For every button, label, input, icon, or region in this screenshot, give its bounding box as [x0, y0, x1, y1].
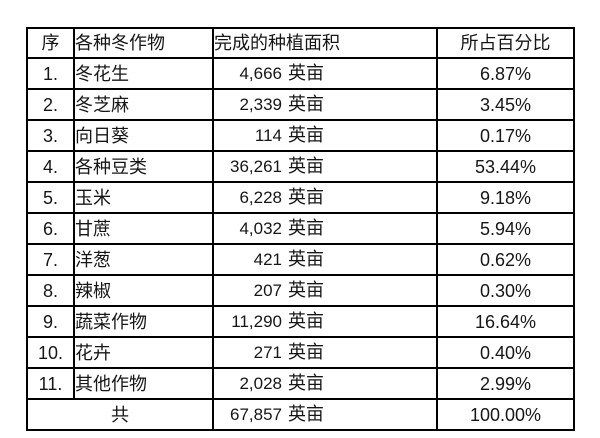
cell-serial: 8. [26, 274, 75, 307]
area-unit: 英亩 [288, 63, 324, 83]
area-value: 207 [253, 281, 282, 300]
cell-serial: 5. [26, 181, 75, 214]
cell-serial: 2. [26, 88, 75, 121]
cell-area: 4,666 英亩 [212, 57, 438, 90]
cell-crop: 冬花生 [73, 57, 214, 90]
cell-percent: 2.99% [436, 367, 575, 400]
header-crop: 各种冬作物 [73, 27, 214, 59]
cell-area: 11,290 英亩 [212, 305, 438, 338]
cell-crop: 蔬菜作物 [73, 305, 214, 338]
cell-percent: 3.45% [436, 88, 575, 121]
table-row: 6. 甘蔗 4,032 英亩 5.94% [26, 212, 575, 245]
table-row: 8. 辣椒 207 英亩 0.30% [26, 274, 575, 307]
cell-area: 2,339 英亩 [212, 88, 438, 121]
table-row: 2. 冬芝麻 2,339 英亩 3.45% [26, 88, 575, 121]
cell-serial: 11. [26, 367, 75, 400]
cell-serial: 7. [26, 243, 75, 276]
table-row: 9. 蔬菜作物 11,290 英亩 16.64% [26, 305, 575, 338]
table-row: 11. 其他作物 2,028 英亩 2.99% [26, 367, 575, 400]
header-area: 完成的种植面积 [212, 27, 438, 59]
area-value: 4,666 [239, 64, 282, 83]
header-percent: 所占百分比 [436, 27, 575, 59]
area-unit: 英亩 [288, 218, 324, 238]
cell-crop: 甘蔗 [73, 212, 214, 245]
area-unit: 英亩 [288, 94, 324, 114]
cell-percent: 5.94% [436, 212, 575, 245]
cell-percent: 6.87% [436, 57, 575, 90]
cell-area: 2,028 英亩 [212, 367, 438, 400]
cell-percent: 16.64% [436, 305, 575, 338]
table-row: 1. 冬花生 4,666 英亩 6.87% [26, 57, 575, 90]
cell-area: 114 英亩 [212, 119, 438, 152]
area-unit: 英亩 [288, 156, 324, 176]
cell-crop: 花卉 [73, 336, 214, 369]
area-unit: 英亩 [288, 342, 324, 362]
cell-percent: 0.62% [436, 243, 575, 276]
area-value: 4,032 [239, 219, 282, 238]
cell-area: 4,032 英亩 [212, 212, 438, 245]
area-value: 6,228 [239, 188, 282, 207]
cell-area: 421 英亩 [212, 243, 438, 276]
area-unit: 英亩 [288, 373, 324, 393]
cell-crop: 玉米 [73, 181, 214, 214]
table-row: 5. 玉米 6,228 英亩 9.18% [26, 181, 575, 214]
header-serial: 序 [26, 27, 75, 59]
cell-area: 36,261 英亩 [212, 150, 438, 183]
cell-percent: 9.18% [436, 181, 575, 214]
area-value: 36,261 [230, 157, 282, 176]
area-value: 2,339 [239, 95, 282, 114]
cell-area: 6,228 英亩 [212, 181, 438, 214]
cell-crop: 冬芝麻 [73, 88, 214, 121]
cell-serial: 6. [26, 212, 75, 245]
table-row: 3. 向日葵 114 英亩 0.17% [26, 119, 575, 152]
total-label-cell: 共 [26, 398, 214, 431]
area-unit: 英亩 [288, 404, 324, 424]
table-row: 7. 洋葱 421 英亩 0.62% [26, 243, 575, 276]
table-row: 10. 花卉 271 英亩 0.40% [26, 336, 575, 369]
area-value: 67,857 [230, 405, 282, 424]
area-unit: 英亩 [288, 125, 324, 145]
cell-area: 207 英亩 [212, 274, 438, 307]
cell-serial: 9. [26, 305, 75, 338]
cell-serial: 1. [26, 57, 75, 90]
area-value: 114 [254, 126, 282, 145]
cell-crop: 各种豆类 [73, 150, 214, 183]
cell-percent: 0.30% [436, 274, 575, 307]
area-unit: 英亩 [288, 187, 324, 207]
cell-percent: 53.44% [436, 150, 575, 183]
area-value: 11,290 [231, 312, 282, 331]
area-value: 421 [253, 250, 282, 269]
cell-percent: 0.17% [436, 119, 575, 152]
area-value: 2,028 [239, 374, 282, 393]
table-header-row: 序 各种冬作物 完成的种植面积 所占百分比 [26, 27, 575, 59]
total-percent-cell: 100.00% [436, 398, 575, 431]
cell-serial: 3. [26, 119, 75, 152]
winter-crops-table: 序 各种冬作物 完成的种植面积 所占百分比 1. 冬花生 4,666 英亩 6.8… [26, 27, 575, 431]
total-area-cell: 67,857 英亩 [212, 398, 438, 431]
cell-serial: 4. [26, 150, 75, 183]
cell-crop: 向日葵 [73, 119, 214, 152]
cell-serial: 10. [26, 336, 75, 369]
area-value: 271 [253, 343, 282, 362]
cell-crop: 洋葱 [73, 243, 214, 276]
table-row: 4. 各种豆类 36,261 英亩 53.44% [26, 150, 575, 183]
area-unit: 英亩 [288, 249, 324, 269]
total-row: 共 67,857 英亩 100.00% [26, 398, 575, 431]
area-unit: 英亩 [288, 280, 324, 300]
cell-crop: 辣椒 [73, 274, 214, 307]
area-unit: 英亩 [288, 311, 324, 331]
cell-percent: 0.40% [436, 336, 575, 369]
cell-area: 271 英亩 [212, 336, 438, 369]
cell-crop: 其他作物 [73, 367, 214, 400]
